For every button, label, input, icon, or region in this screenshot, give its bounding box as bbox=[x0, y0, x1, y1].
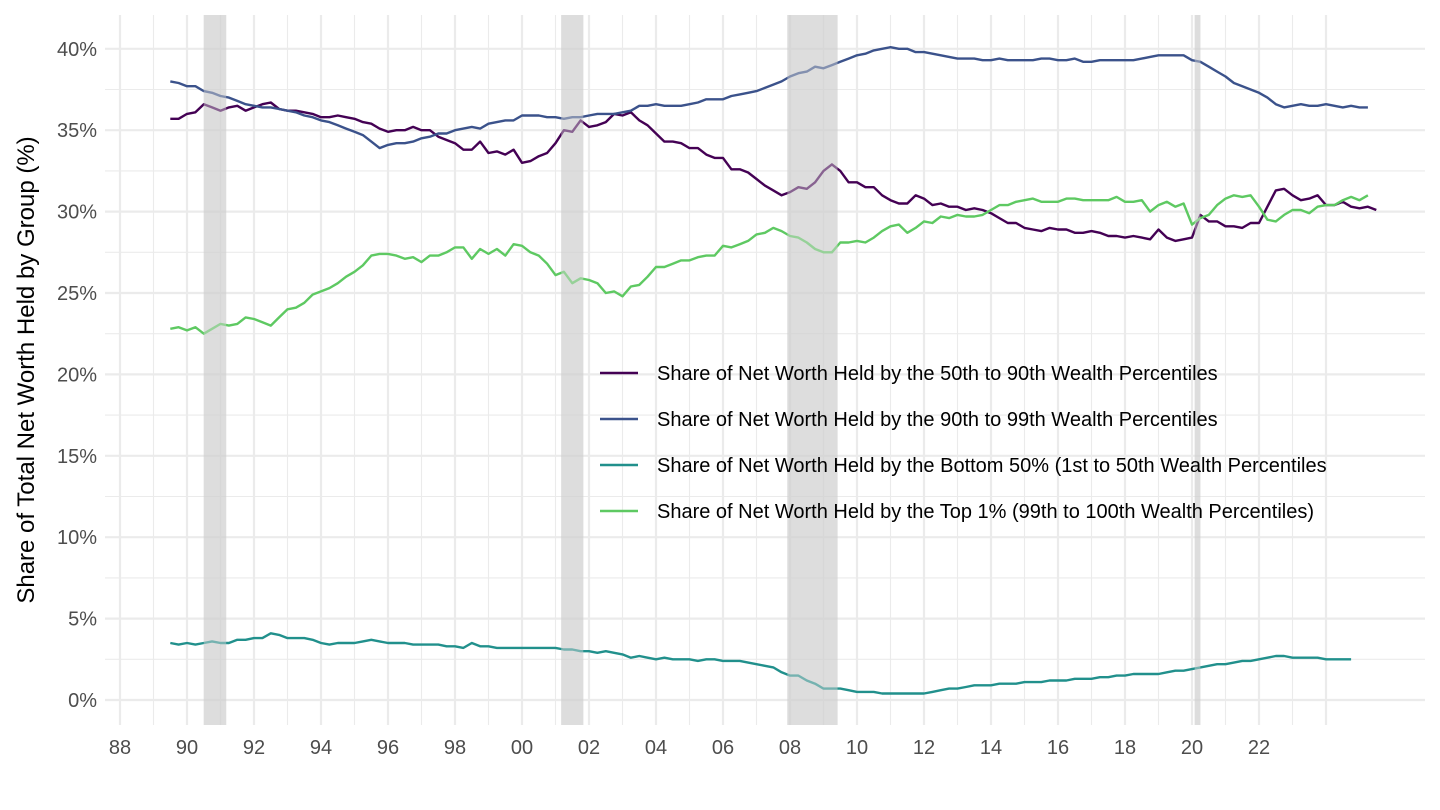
y-tick-label: 5% bbox=[68, 609, 97, 631]
legend: Share of Net Worth Held by the 50th to 9… bbox=[600, 363, 1327, 523]
series-lines bbox=[170, 15, 1377, 725]
x-tick-label: 94 bbox=[310, 737, 332, 759]
series-line-2 bbox=[170, 46, 1368, 150]
y-tick-label: 10% bbox=[57, 527, 97, 549]
legend-item: Share of Net Worth Held by the Top 1% (9… bbox=[600, 501, 1314, 523]
y-tick-label: 35% bbox=[57, 120, 97, 142]
recession-band bbox=[561, 15, 584, 725]
series-line-4 bbox=[170, 194, 1369, 335]
x-tick-label: 22 bbox=[1248, 737, 1270, 759]
legend-item: Share of Net Worth Held by the Bottom 50… bbox=[600, 455, 1327, 477]
y-tick-label: 30% bbox=[57, 202, 97, 224]
x-tick-label: 14 bbox=[980, 737, 1002, 759]
x-tick-label: 96 bbox=[377, 737, 399, 759]
x-tick-label: 02 bbox=[578, 737, 600, 759]
x-tick-label: 92 bbox=[243, 737, 265, 759]
x-tick-label: 90 bbox=[176, 737, 198, 759]
y-tick-label: 25% bbox=[57, 283, 97, 305]
y-axis-title: Share of Total Net Worth Held by Group (… bbox=[13, 136, 40, 603]
y-tick-label: 20% bbox=[57, 364, 97, 386]
x-tick-label: 12 bbox=[913, 737, 935, 759]
y-tick-label: 0% bbox=[68, 690, 97, 712]
recession-band bbox=[1194, 15, 1201, 725]
recession-band-overlay bbox=[203, 15, 227, 725]
y-axis: 0% 5% 10% 15% 20% 25% 30% 35% 40% bbox=[57, 39, 97, 712]
x-tick-label: 10 bbox=[846, 737, 868, 759]
series-line-1 bbox=[170, 101, 1377, 243]
x-tick-label: 98 bbox=[444, 737, 466, 759]
x-tick-label: 88 bbox=[109, 737, 131, 759]
x-tick-label: 00 bbox=[511, 737, 533, 759]
recession-band bbox=[787, 15, 838, 725]
x-tick-label: 08 bbox=[779, 737, 801, 759]
recession-band-overlay bbox=[787, 15, 838, 725]
legend-item: Share of Net Worth Held by the 50th to 9… bbox=[600, 363, 1218, 385]
recession-bands bbox=[203, 15, 1201, 725]
recession-band bbox=[203, 15, 227, 725]
legend-label: Share of Net Worth Held by the 50th to 9… bbox=[657, 363, 1218, 385]
x-tick-label: 18 bbox=[1114, 737, 1136, 759]
legend-label: Share of Net Worth Held by the 90th to 9… bbox=[657, 409, 1218, 431]
legend-label: Share of Net Worth Held by the Top 1% (9… bbox=[657, 501, 1314, 523]
y-tick-label: 15% bbox=[57, 446, 97, 468]
y-tick-label: 40% bbox=[57, 39, 97, 61]
x-tick-label: 06 bbox=[712, 737, 734, 759]
x-axis: 88 90 92 94 96 98 00 02 04 06 08 10 12 14 16 18 20 22 bbox=[109, 737, 1270, 759]
recession-band-overlay bbox=[561, 15, 584, 725]
x-tick-label: 04 bbox=[645, 737, 667, 759]
legend-label: Share of Net Worth Held by the Bottom 50… bbox=[657, 455, 1327, 477]
series-line-3 bbox=[170, 632, 1352, 695]
recession-overlay bbox=[203, 15, 1201, 725]
recession-band-overlay bbox=[1194, 15, 1201, 725]
x-tick-label: 16 bbox=[1047, 737, 1069, 759]
legend-item: Share of Net Worth Held by the 90th to 9… bbox=[600, 409, 1218, 431]
x-tick-label: 20 bbox=[1181, 737, 1203, 759]
